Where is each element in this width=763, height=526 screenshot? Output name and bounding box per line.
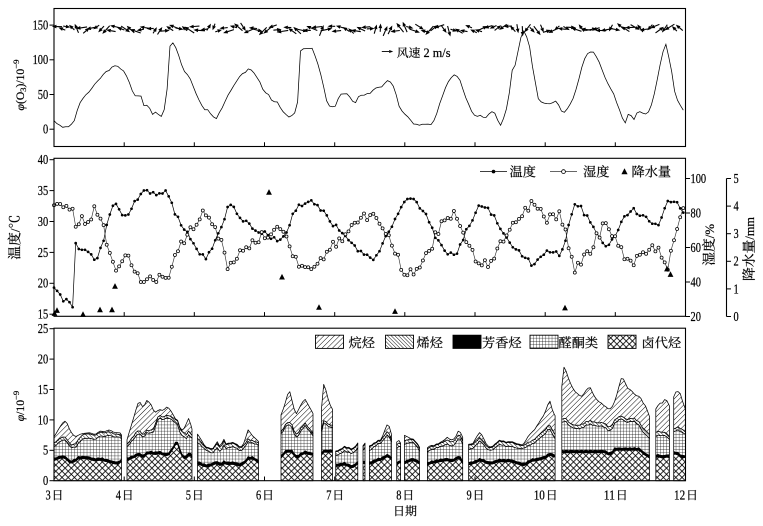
svg-text:100: 100 xyxy=(33,53,49,68)
svg-text:40: 40 xyxy=(38,153,48,168)
svg-text:100: 100 xyxy=(691,172,707,187)
svg-text:/: / xyxy=(8,228,22,232)
svg-text:3: 3 xyxy=(46,487,52,502)
svg-text:4: 4 xyxy=(116,487,122,502)
svg-text:/%: /% xyxy=(703,224,717,239)
svg-text:0: 0 xyxy=(734,310,739,325)
svg-text:150: 150 xyxy=(33,19,49,34)
svg-text:5: 5 xyxy=(734,172,739,187)
svg-text:2 m/s: 2 m/s xyxy=(424,46,451,60)
svg-text:/mm: /mm xyxy=(743,217,757,240)
svg-text:40: 40 xyxy=(691,275,701,290)
svg-text:11: 11 xyxy=(604,487,615,502)
svg-text:6: 6 xyxy=(256,487,262,502)
svg-text:0: 0 xyxy=(43,123,48,138)
svg-text:20: 20 xyxy=(691,310,701,325)
svg-text:12: 12 xyxy=(674,487,685,502)
svg-text:15: 15 xyxy=(38,308,48,323)
svg-text:2: 2 xyxy=(734,255,739,270)
svg-text:60: 60 xyxy=(691,241,701,256)
svg-text:25: 25 xyxy=(38,246,48,261)
svg-text:15: 15 xyxy=(38,383,48,398)
svg-text:8: 8 xyxy=(396,487,402,502)
svg-text:5: 5 xyxy=(43,444,48,459)
svg-text:4: 4 xyxy=(734,200,739,215)
svg-text:10: 10 xyxy=(38,413,48,428)
svg-text:35: 35 xyxy=(38,184,48,199)
svg-text:1: 1 xyxy=(734,282,739,297)
svg-text:7: 7 xyxy=(326,487,332,502)
svg-text:9: 9 xyxy=(467,487,473,502)
svg-text:20: 20 xyxy=(38,277,48,292)
svg-text:50: 50 xyxy=(38,88,48,103)
svg-text:5: 5 xyxy=(186,487,192,502)
svg-text:10: 10 xyxy=(534,487,546,502)
svg-text:80: 80 xyxy=(691,206,701,221)
svg-text:30: 30 xyxy=(38,215,48,230)
svg-text:3: 3 xyxy=(734,227,739,242)
svg-text:20: 20 xyxy=(38,353,48,368)
svg-text:25: 25 xyxy=(38,322,48,337)
